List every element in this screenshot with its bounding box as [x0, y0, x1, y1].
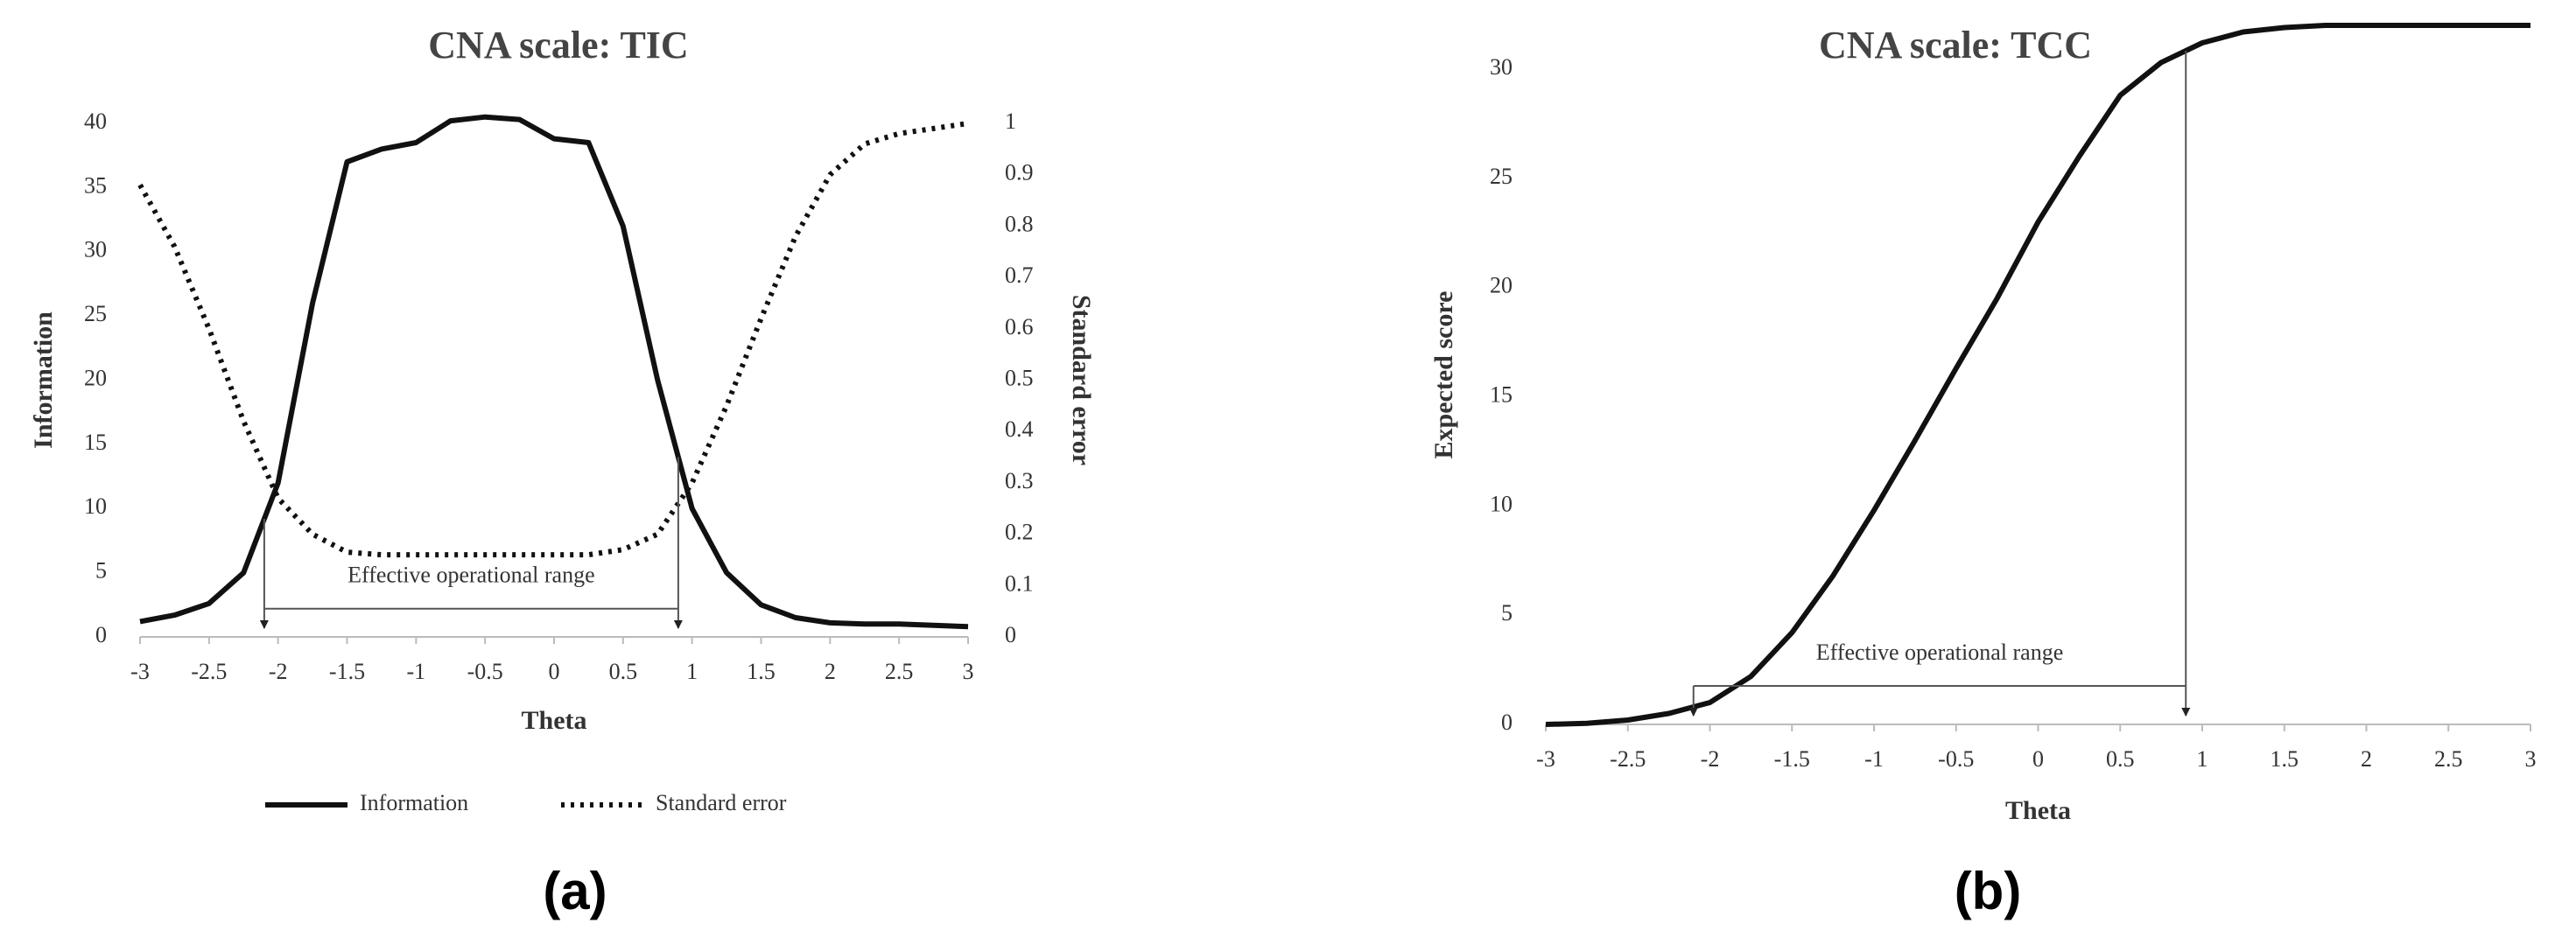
y-tick-label: 0 — [95, 622, 107, 647]
x-tick-label: 0.5 — [2106, 746, 2135, 772]
y-tick-label: 20 — [1490, 273, 1513, 298]
x-tick-label: 1 — [686, 659, 698, 684]
x-tick-label: 0.5 — [609, 659, 638, 684]
x-tick-label: -1.5 — [1774, 746, 1810, 772]
x-tick-label: -1 — [406, 659, 425, 684]
y-tick-label: 15 — [84, 430, 107, 455]
x-tick-label: -0.5 — [1938, 746, 1974, 772]
annotation: Effective operational range — [1816, 640, 2063, 665]
y-tick-label: 5 — [1501, 600, 1513, 626]
y-tick-label: 30 — [84, 237, 107, 262]
series-line — [1545, 23, 2530, 727]
x-tick-label: 3 — [963, 659, 974, 684]
x-tick-label: -2.5 — [1610, 746, 1646, 772]
x-tick-label: 0 — [2032, 746, 2044, 772]
y2-tick-label: 0.1 — [1005, 570, 1034, 596]
x-tick-label: -2 — [269, 659, 288, 684]
y-tick-label: 0 — [1501, 710, 1513, 735]
x-tick-label: 0 — [549, 659, 560, 684]
y2-tick-label: 0.8 — [1005, 211, 1034, 236]
y-tick-label: 10 — [1490, 491, 1513, 516]
y-axis-label: Expected score — [1429, 291, 1458, 459]
x-tick-label: 2 — [825, 659, 836, 684]
y2-tick-label: 0.5 — [1005, 365, 1034, 390]
series-line — [137, 121, 969, 558]
y-tick-label: 30 — [1490, 54, 1513, 80]
y-tick-label: 5 — [95, 558, 107, 584]
y2-tick-label: 0.7 — [1005, 262, 1034, 288]
x-axis-label: Theta — [522, 706, 587, 735]
x-tick-label: -2.5 — [191, 659, 227, 684]
y2-tick-label: 0.6 — [1005, 314, 1034, 339]
chart-title: CNA scale: TCC — [1819, 24, 2092, 66]
x-tick-label: 1 — [2197, 746, 2208, 772]
y2-tick-label: 0 — [1005, 622, 1016, 647]
series-line — [139, 114, 969, 630]
y2-axis-label: Standard error — [1067, 295, 1096, 465]
y-tick-label: 35 — [84, 172, 107, 198]
y-tick-label: 25 — [1490, 164, 1513, 189]
legend-label: Standard error — [656, 790, 787, 815]
y2-tick-label: 0.4 — [1005, 416, 1034, 442]
panel-label: (b) — [1955, 862, 2022, 920]
x-tick-label: -0.5 — [467, 659, 503, 684]
x-tick-label: 1.5 — [2271, 746, 2299, 772]
panel-label: (a) — [543, 862, 607, 920]
x-tick-label: -1 — [1864, 746, 1884, 772]
x-tick-label: 2 — [2361, 746, 2372, 772]
annotation: Effective operational range — [347, 563, 594, 588]
y-tick-label: 25 — [84, 301, 107, 326]
x-tick-label: 1.5 — [747, 659, 776, 684]
y-tick-label: 20 — [84, 365, 107, 390]
y2-tick-label: 1 — [1005, 108, 1016, 134]
y2-tick-label: 0.9 — [1005, 160, 1034, 185]
x-axis-label: Theta — [2005, 796, 2071, 825]
y-axis-label: Information — [29, 311, 58, 449]
legend-label: Information — [360, 790, 468, 815]
chart-title: CNA scale: TIC — [428, 24, 688, 66]
x-tick-label: 3 — [2525, 746, 2537, 772]
x-tick-label: -3 — [130, 659, 150, 684]
x-tick-label: -3 — [1536, 746, 1555, 772]
y2-tick-label: 0.3 — [1005, 468, 1034, 493]
x-tick-label: 2.5 — [2434, 746, 2463, 772]
y-tick-label: 40 — [84, 108, 107, 134]
x-tick-label: 2.5 — [885, 659, 914, 684]
y-tick-label: 15 — [1490, 381, 1513, 407]
x-tick-label: -2 — [1701, 746, 1720, 772]
y2-tick-label: 0.2 — [1005, 520, 1034, 545]
x-tick-label: -1.5 — [329, 659, 365, 684]
y-tick-label: 10 — [84, 493, 107, 519]
